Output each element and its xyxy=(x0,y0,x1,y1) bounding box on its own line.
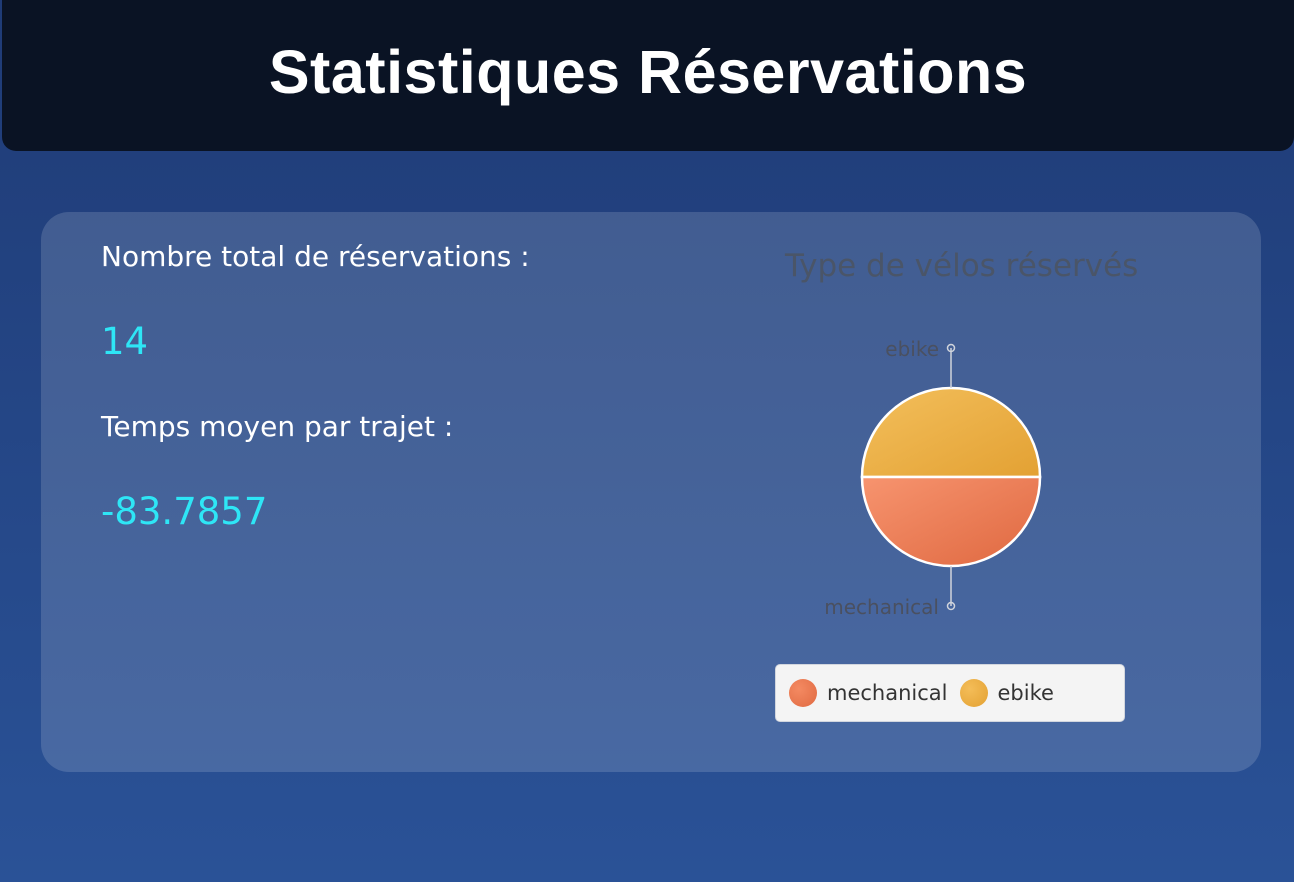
legend-item-ebike: ebike xyxy=(959,679,1054,707)
legend-swatch-mechanical xyxy=(789,679,817,707)
pie-slice-ebike[interactable] xyxy=(860,386,1042,479)
pie-slice-mechanical[interactable] xyxy=(860,475,1042,568)
chart-title: Type de vélos réservés xyxy=(785,248,1139,284)
legend-swatch-ebike xyxy=(959,679,988,707)
leader-dot-mechanical xyxy=(946,601,956,611)
leader-dot-ebike xyxy=(946,343,956,353)
chart-legend: mechanical ebike xyxy=(775,664,1125,722)
avg-trip-time-label: Temps moyen par trajet : xyxy=(101,410,454,443)
header-bar: Statistiques Réservations xyxy=(2,0,1294,151)
legend-item-mechanical: mechanical xyxy=(789,679,948,707)
total-reservations-label: Nombre total de réservations : xyxy=(101,240,530,273)
page-title: Statistiques Réservations xyxy=(268,37,1028,106)
stats-panel: Nombre total de réservations : 14 Temps … xyxy=(41,212,1261,772)
slice-label-mechanical: mechanical xyxy=(824,595,939,619)
legend-label-ebike: ebike xyxy=(997,681,1054,705)
avg-trip-time-value: -83.7857 xyxy=(101,490,268,533)
legend-label-mechanical: mechanical xyxy=(827,681,948,705)
slice-label-ebike: ebike xyxy=(885,337,939,361)
pie-chart: ebike mechanical xyxy=(824,337,1042,619)
total-reservations-value: 14 xyxy=(101,320,149,363)
